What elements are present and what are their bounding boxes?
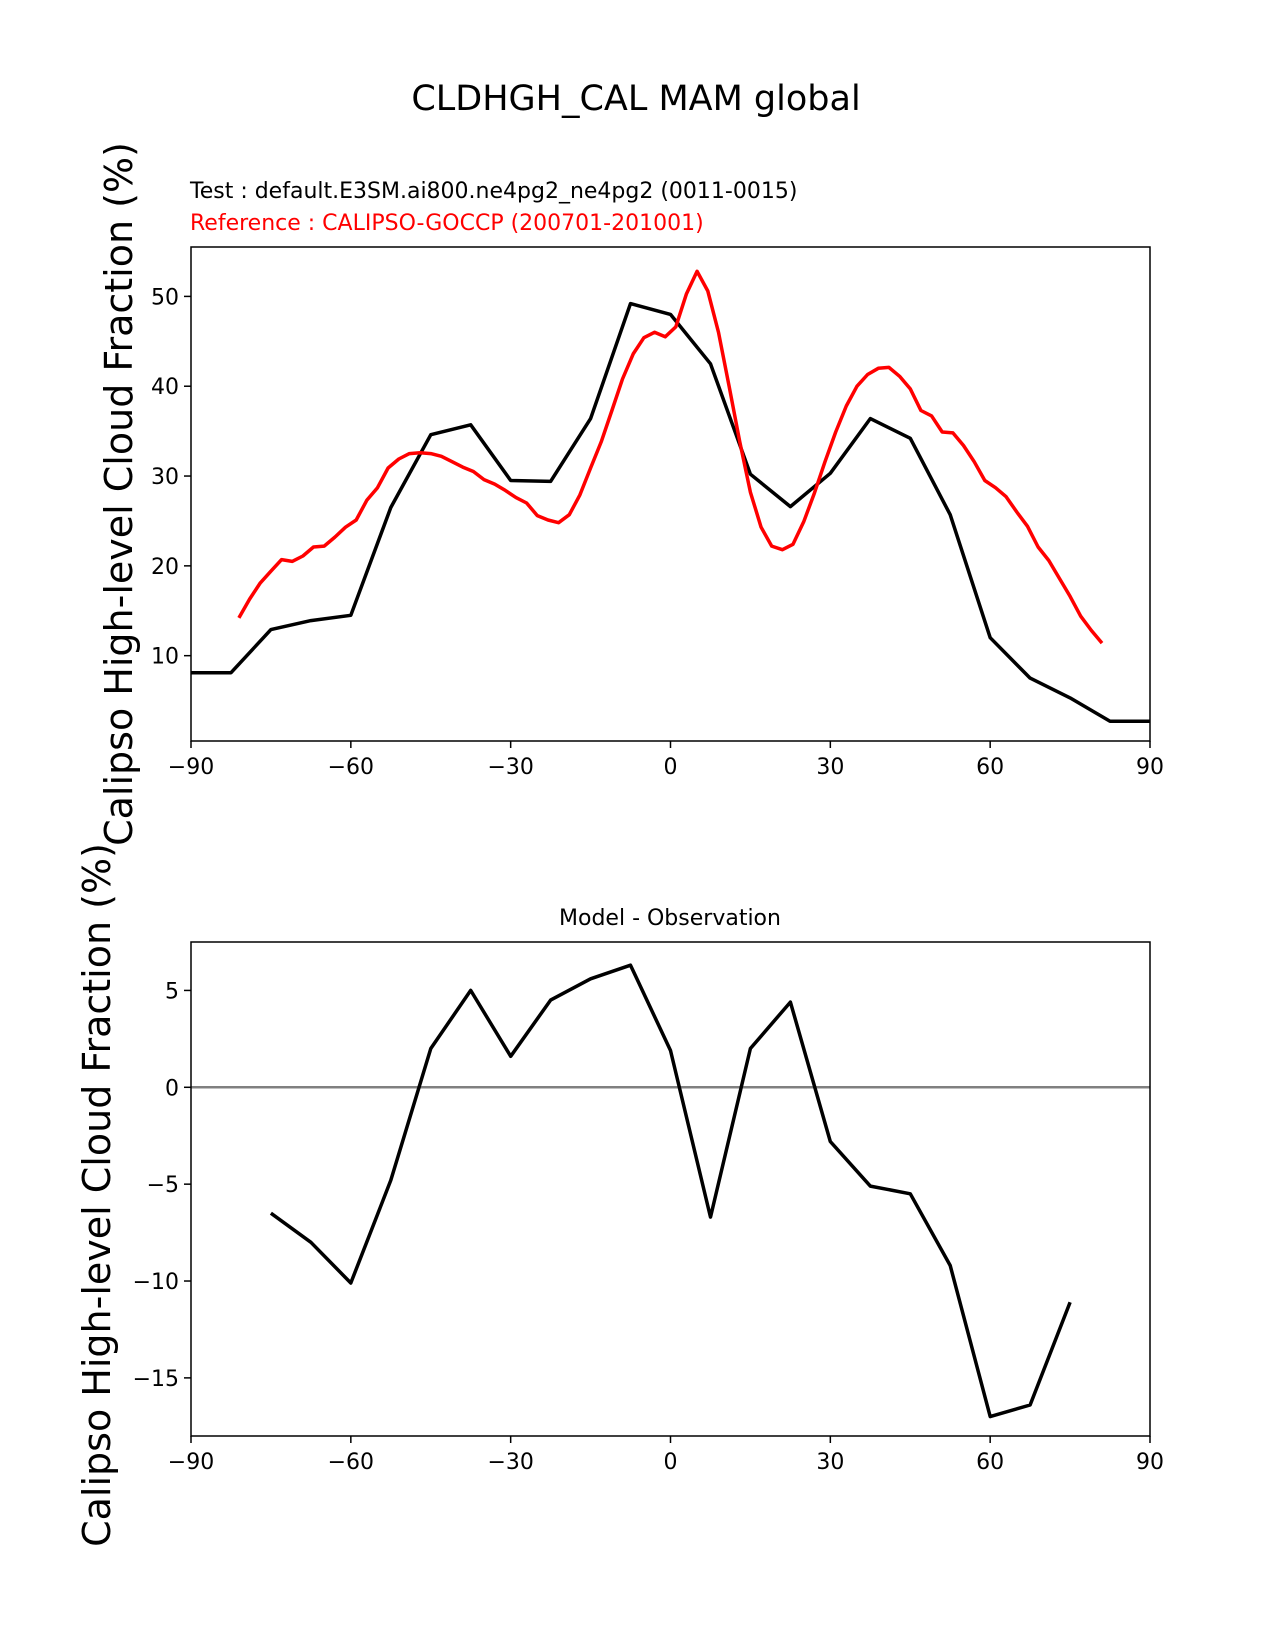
bottom-x-tick-label: 30 <box>816 1450 844 1475</box>
top-plot-frame <box>190 246 1151 742</box>
top-y-tick-label: 30 <box>151 465 179 490</box>
top-panel: Test : default.E3SM.ai800.ne4pg2_ne4pg2 … <box>97 142 1164 846</box>
top-y-tick-label: 50 <box>151 285 179 310</box>
bottom-x-tick-label: −30 <box>487 1450 533 1475</box>
bottom-x-tick-label: −90 <box>168 1450 214 1475</box>
bottom-series-line-difference <box>269 963 1072 1419</box>
top-y-tick-label: 20 <box>151 555 179 580</box>
top-x-tick-label: 90 <box>1136 755 1164 780</box>
figure-title: CLDHGH_CAL MAM global <box>411 79 860 119</box>
bottom-axis-ticks: −90 −60 −30 0 30 60 90 −15 −10 −5 0 5 <box>133 979 1164 1475</box>
bottom-x-tick-label: 0 <box>664 1450 678 1475</box>
top-series-line-test <box>191 301 1150 723</box>
bottom-plot-frame <box>190 941 1151 1437</box>
top-y-tick-label: 10 <box>151 645 179 670</box>
bottom-x-tick-label: −60 <box>328 1450 374 1475</box>
top-data-lines <box>191 269 1150 723</box>
top-x-tick-label: −60 <box>328 755 374 780</box>
top-x-tick-label: 60 <box>976 755 1004 780</box>
bottom-y-tick-label: −15 <box>133 1367 179 1392</box>
bottom-y-axis-label: Calipso High-level Cloud Fraction (%) <box>75 843 119 1547</box>
top-x-tick-label: 0 <box>664 755 678 780</box>
bottom-y-tick-label: −10 <box>133 1270 179 1295</box>
bottom-panel: Model - Observation −90 −60 −30 0 30 60 90−15−… <box>75 843 1164 1547</box>
top-x-tick-label: 30 <box>816 755 844 780</box>
bottom-panel-title: Model - Observation <box>559 906 781 931</box>
legend-reference-label: Reference : CALIPSO-GOCCP (200701-201001… <box>190 211 704 236</box>
bottom-y-tick-label: −5 <box>147 1173 179 1198</box>
top-x-tick-label: −30 <box>487 755 533 780</box>
top-y-tick-label: 40 <box>151 375 179 400</box>
top-y-axis-label: Calipso High-level Cloud Fraction (%) <box>97 142 141 846</box>
legend-test-label: Test : default.E3SM.ai800.ne4pg2_ne4pg2 … <box>189 179 797 204</box>
top-x-tick-label: −90 <box>168 755 214 780</box>
bottom-data-lines <box>269 963 1072 1419</box>
top-series-line-reference <box>237 269 1104 645</box>
bottom-x-tick-label: 90 <box>1136 1450 1164 1475</box>
bottom-y-tick-label: 5 <box>165 979 179 1004</box>
top-axis-ticks: −90 −60 −30 0 30 60 90 10 20 30 40 50 <box>151 285 1164 780</box>
bottom-x-tick-label: 60 <box>976 1450 1004 1475</box>
bottom-y-tick-label: 0 <box>165 1076 179 1101</box>
